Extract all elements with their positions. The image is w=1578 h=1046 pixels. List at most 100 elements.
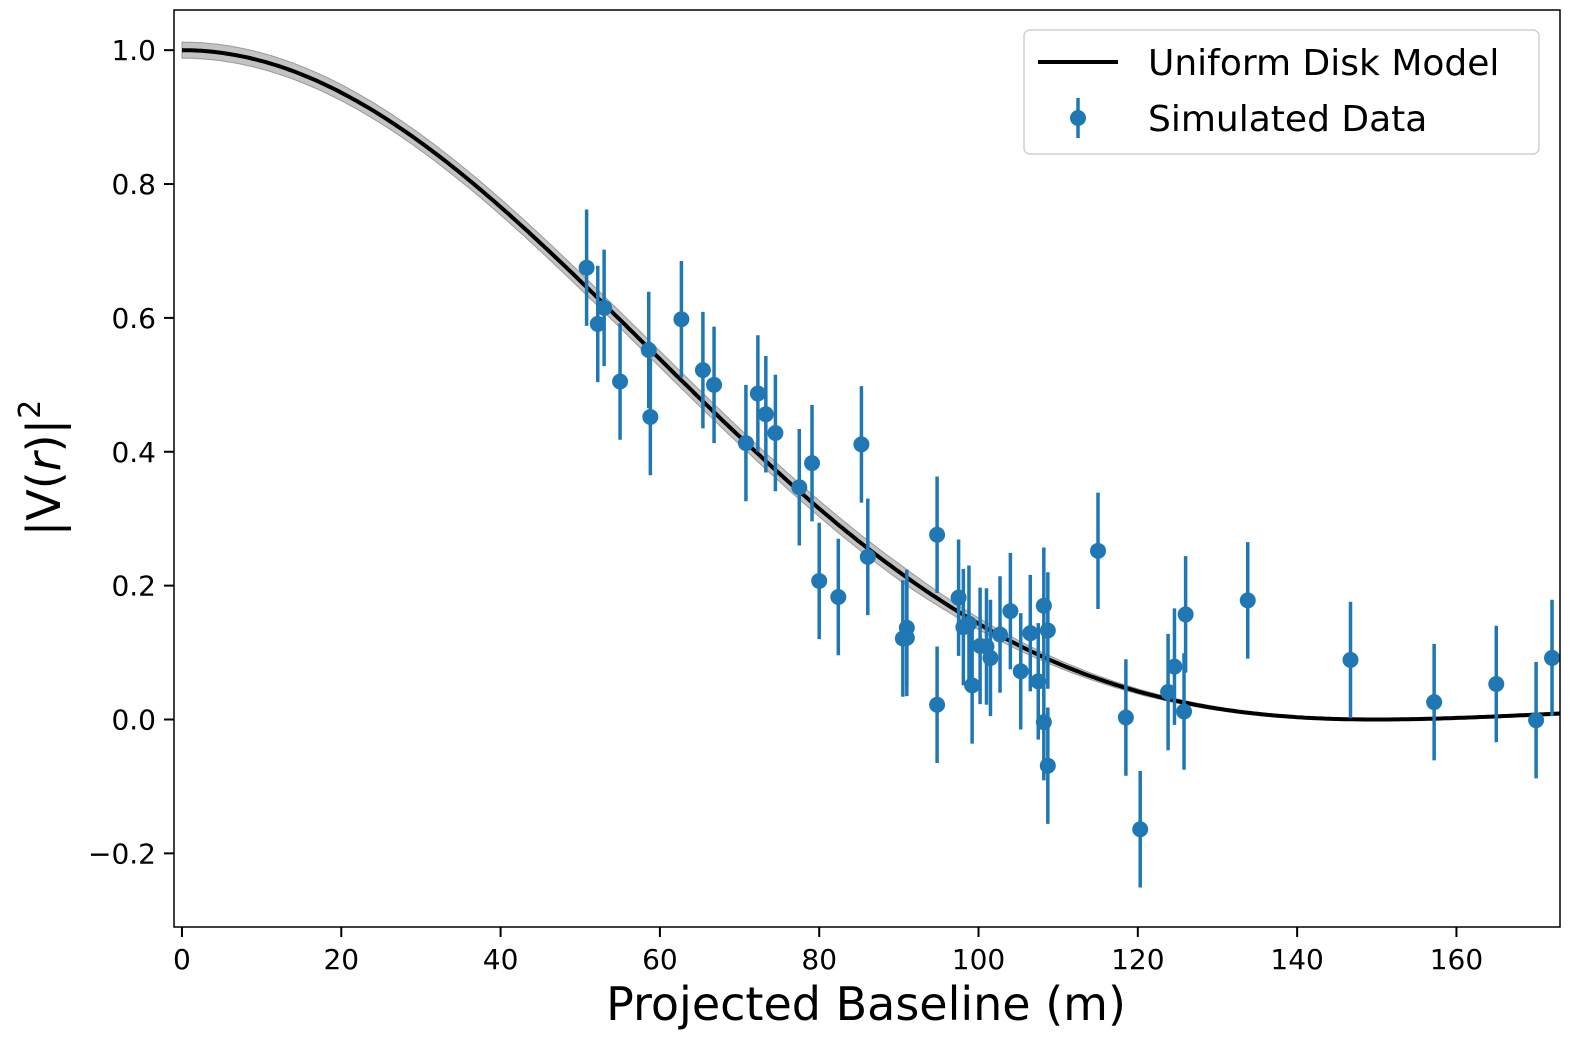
data-point-marker [1022,625,1039,642]
data-point-marker [767,425,784,442]
x-tick-label: 120 [1111,943,1164,976]
x-tick-label: 60 [642,943,678,976]
data-point [589,265,606,383]
data-point-marker [830,589,847,606]
data-point [1426,643,1443,761]
data-point-marker [1488,676,1505,693]
data-point [1528,661,1545,779]
data-point-marker [1160,684,1177,701]
data-point-marker [929,696,946,713]
data-point-marker [640,342,657,359]
y-axis-title-exponent: 2 [13,400,48,419]
data-point-marker [1426,694,1443,711]
data-point [1039,707,1056,824]
axes-frame [173,9,1561,928]
data-point-marker [964,677,981,694]
data-point [749,335,766,452]
data-point-marker [1002,603,1019,620]
plot-content [181,41,1560,888]
legend-data-marker [1070,110,1086,126]
data-point [694,311,711,429]
x-axis-title: Projected Baseline (m) [606,977,1126,1031]
data-point-marker [898,629,915,646]
data-point [1177,556,1194,673]
legend-data-label: Simulated Data [1148,99,1427,140]
data-point-marker [578,259,595,276]
plot-area [181,41,1560,888]
data-point [859,498,876,616]
data-point [929,476,946,593]
y-axis-title: |V(r)|2 [13,400,72,536]
data-point [642,358,659,476]
y-tick-label: 0.6 [111,302,156,335]
y-tick-label: 0.0 [111,704,156,737]
data-point-marker [1177,606,1194,623]
data-point [673,261,690,378]
data-point-marker [1132,821,1149,838]
data-point-marker [1039,622,1056,639]
data-point-marker [1176,703,1193,720]
data-point-marker [853,436,870,453]
data-point-marker [694,362,711,379]
data-point-marker [929,526,946,543]
y-tick-label: −0.2 [88,837,156,870]
data-point-marker [589,315,606,332]
data-point [1090,492,1106,610]
data-point [1002,552,1019,670]
y-tick-label: 0.4 [111,436,156,469]
data-point [1544,599,1560,717]
data-point [929,646,946,764]
data-point [1488,625,1505,743]
data-point [992,576,1009,693]
y-tick-label: 0.8 [111,168,156,201]
data-point [811,522,828,640]
data-point [1039,572,1056,689]
data-point-marker [811,572,828,589]
data-point-marker [1012,663,1029,680]
data-point-marker [1342,651,1359,668]
data-point [830,538,847,656]
legend-model-label: Uniform Disk Model [1148,43,1499,84]
data-point-marker [791,479,808,496]
data-point [1342,601,1359,719]
data-point-marker [1239,592,1256,609]
x-tick-label: 0 [173,943,191,976]
data-point [1166,608,1183,725]
y-axis-title-part-3: )| [17,419,72,452]
data-point-marker [1090,542,1106,559]
x-tick-label: 80 [801,943,837,976]
data-point-marker [992,626,1009,643]
data-point [596,249,613,367]
legend-box [1023,29,1540,155]
data-point [706,326,723,444]
data-point [804,404,821,522]
data-point-marker [1039,757,1056,774]
data-point [612,323,629,440]
data-point [578,209,595,326]
x-tick-label: 40 [483,943,519,976]
legend: Uniform Disk Model Simulated Data [1023,29,1540,155]
data-point-marker [859,548,876,565]
data-point [898,579,915,697]
data-point-marker [706,376,723,393]
data-point-marker [737,435,754,452]
data-point [1012,613,1029,730]
data-point [982,599,999,717]
data-point [737,384,754,502]
data-point [1117,659,1134,776]
y-tick-label: 0.2 [111,570,156,603]
x-tick-label: 100 [952,943,1005,976]
data-point-marker [960,615,977,632]
data-point [1022,574,1039,692]
data-point-marker [1544,649,1560,666]
axes: 0 20 40 60 80 100 120 140 160 −0.2 0.0 0.2 0.4 0.6 0.8… [88,9,1561,976]
y-axis-title-part-1: |V( [17,471,72,536]
data-point-marker [804,455,821,472]
data-point-marker [596,299,613,316]
data-point [757,356,774,473]
data-point-marker [1117,709,1134,726]
data-point-marker [757,406,774,423]
data-point [1239,542,1256,659]
data-point [853,386,870,503]
